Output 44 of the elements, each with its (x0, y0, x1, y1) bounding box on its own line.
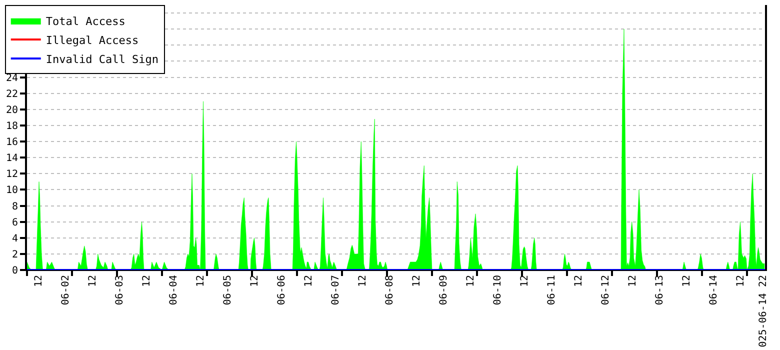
x-tick-label: 06-03 (114, 275, 126, 306)
x-tick-label: 12 (628, 275, 638, 288)
x-tick-label: 06-11 (546, 275, 558, 306)
y-tick-label: 6 (12, 217, 18, 228)
x-tick-label: 12 (34, 275, 44, 288)
x-tick-label: 12 (358, 275, 368, 288)
y-tick-label: 18 (6, 120, 18, 132)
x-tick-label: 06-04 (168, 275, 180, 306)
legend-label: Total Access (46, 14, 126, 28)
x-tick-label: 12 (142, 275, 152, 288)
x-tick-label: 12 (736, 275, 746, 288)
x-tick-label: 12 (196, 275, 206, 288)
x-tick-label: 06-06 (276, 275, 288, 306)
x-tick-label: 06-02 (60, 275, 72, 306)
x-tick-label: 06-05 (222, 275, 234, 306)
y-tick-label: 10 (6, 185, 18, 196)
y-tick-label: 22 (6, 88, 18, 100)
y-tick-label: 12 (6, 169, 18, 180)
y-tick-label: 14 (6, 153, 18, 164)
x-tick-label: 12 (250, 275, 260, 288)
x-tick-label: 12 (682, 275, 692, 288)
y-tick-label: 20 (6, 104, 18, 116)
x-tick-label: 06-14 (708, 275, 720, 306)
x-tick-label: 06-07 (330, 275, 342, 306)
y-tick-label: 4 (12, 233, 18, 244)
x-tick-label: 06-10 (492, 275, 504, 306)
x-tick-label: 06-12 (600, 275, 612, 306)
x-tick-label: 025-06-14 22 (758, 275, 769, 348)
x-tick-label: 12 (466, 275, 476, 288)
x-tick-label: 12 (574, 275, 584, 288)
x-tick-label: 12 (412, 275, 422, 288)
x-tick-label: 12 (520, 275, 530, 288)
x-tick-label: 12 (304, 275, 314, 288)
y-tick-label: 2 (12, 249, 18, 260)
legend-label: Illegal Access (46, 34, 139, 47)
y-tick-label: 0 (12, 266, 18, 276)
y-tick-label: 8 (12, 201, 18, 212)
legend-label: Invalid Call Sign (46, 52, 158, 66)
y-tick-label: 24 (6, 72, 18, 84)
x-tick-label: 12 (88, 275, 98, 288)
x-tick-label: 06-09 (438, 275, 450, 306)
x-tick-label: 06-08 (384, 275, 396, 306)
x-tick-label: 06-13 (654, 275, 666, 306)
y-tick-label: 16 (6, 137, 18, 148)
